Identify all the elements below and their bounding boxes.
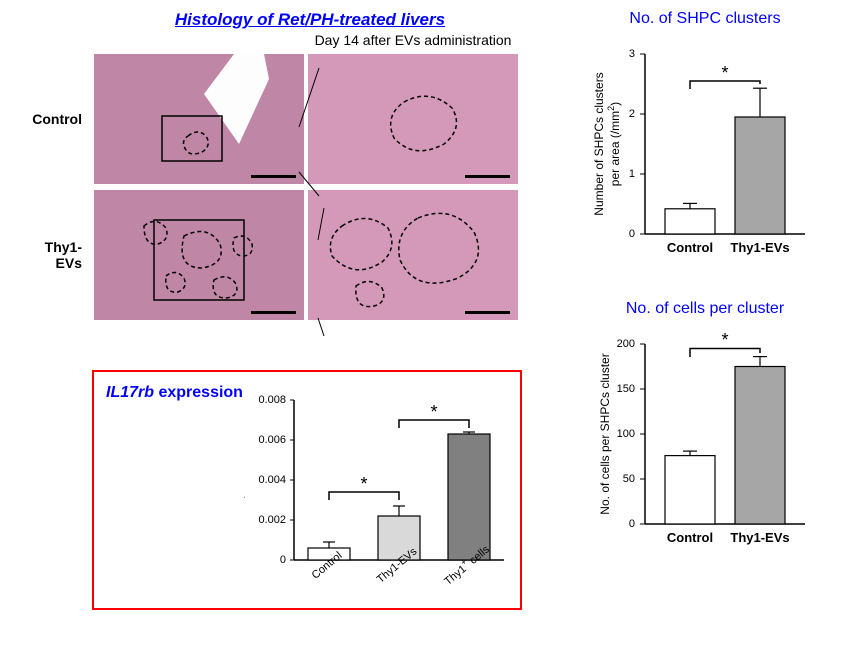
shpc-title: No. of SHPC clusters [575, 10, 835, 28]
svg-text:0.002: 0.002 [258, 514, 286, 526]
svg-text:*: * [430, 402, 437, 422]
histology-panel-thy1-low [94, 190, 304, 320]
cells-chart: 0 50 100 150 200 * Control Thy1-EVs No. … [585, 324, 825, 564]
cells-title: No. of cells per cluster [575, 300, 835, 318]
svg-text:Thy1-EVs: Thy1-EVs [730, 530, 789, 545]
svg-text:3: 3 [629, 48, 635, 60]
il17rb-chart: 0 0.002 0.004 0.006 0.008 * * Control Th… [244, 380, 514, 605]
svg-text:0.008: 0.008 [258, 394, 286, 406]
histology-panel-control-low [94, 54, 304, 184]
histology-panel-control-high [308, 54, 518, 184]
svg-text:1: 1 [629, 168, 635, 180]
svg-text:2: 2 [629, 108, 635, 120]
right-charts: No. of SHPC clusters 0 1 2 3 * Control T… [575, 10, 835, 564]
il17rb-box: IL17rb expression 0 0.002 0.004 0.006 0.… [92, 370, 522, 610]
svg-text:0.006: 0.006 [258, 434, 286, 446]
svg-text:0: 0 [629, 518, 635, 530]
histology-panel-thy1-high [308, 190, 518, 320]
svg-text:*: * [360, 474, 367, 494]
svg-text:50: 50 [623, 473, 635, 485]
svg-text:0: 0 [629, 228, 635, 240]
svg-text:0.004: 0.004 [258, 474, 286, 486]
histology-subtitle: Day 14 after EVs administration [308, 32, 518, 48]
svg-text:No. of cells per SHPCs cluster: No. of cells per SHPCs cluster [598, 353, 612, 514]
svg-text:Thy1-EVs: Thy1-EVs [730, 240, 789, 255]
row-label-thy1: Thy1-EVs [20, 239, 90, 271]
histology-section: Histology of Ret/PH-treated livers Day 1… [20, 10, 540, 320]
svg-text:Relative expression / G3PDH: Relative expression / G3PDH [244, 402, 245, 558]
svg-text:200: 200 [617, 338, 635, 350]
svg-text:*: * [721, 330, 728, 350]
il17-yticks: 0 0.002 0.004 0.006 0.008 [258, 394, 294, 566]
svg-text:Number of SHPCs clusters: Number of SHPCs clusters [592, 72, 606, 215]
svg-text:per area (/mm2): per area (/mm2) [606, 102, 622, 186]
svg-text:Control: Control [667, 240, 713, 255]
svg-text:150: 150 [617, 383, 635, 395]
svg-text:0: 0 [280, 554, 286, 566]
shpc-chart: 0 1 2 3 * Control Thy1-EVs Number of SHP… [585, 34, 825, 274]
histology-title: Histology of Ret/PH-treated livers [110, 10, 510, 30]
il17rb-title-italic: IL17rb [106, 384, 154, 401]
row-label-control: Control [20, 111, 90, 127]
svg-text:*: * [721, 63, 728, 83]
svg-text:Control: Control [667, 530, 713, 545]
il17rb-title-rest: expression [158, 384, 242, 401]
svg-text:100: 100 [617, 428, 635, 440]
